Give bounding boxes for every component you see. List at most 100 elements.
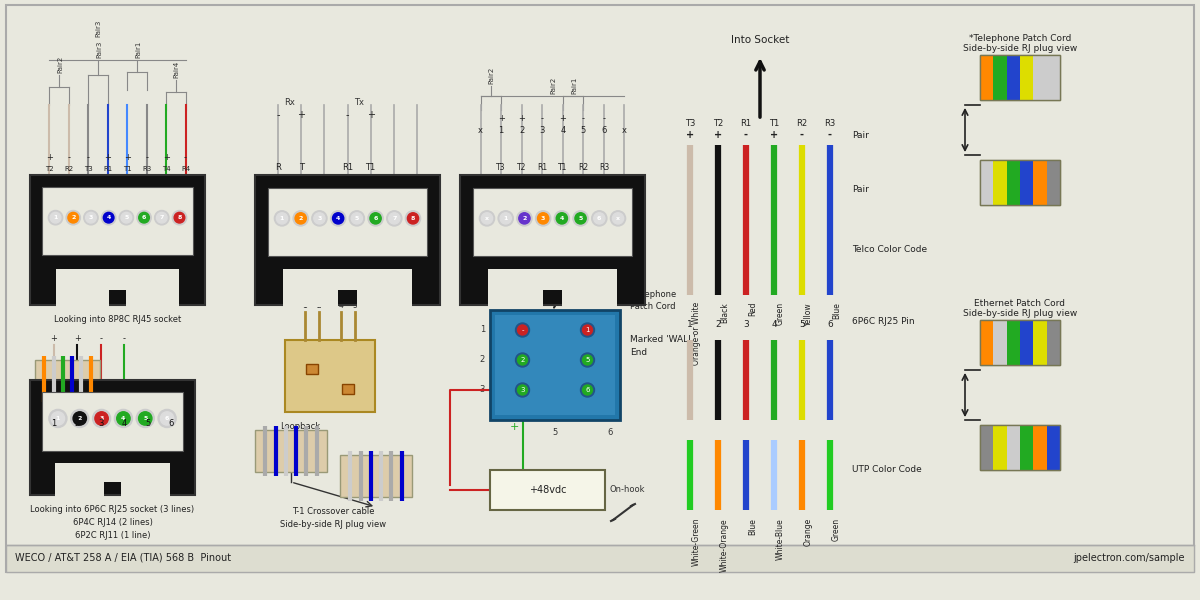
Text: 3: 3 <box>100 416 103 421</box>
Circle shape <box>276 213 288 224</box>
Text: -: - <box>602 114 605 123</box>
Circle shape <box>516 383 529 397</box>
Bar <box>490 310 620 420</box>
Text: 2: 2 <box>78 416 82 421</box>
Text: T-1: T-1 <box>271 262 283 271</box>
Circle shape <box>368 211 383 226</box>
Text: -: - <box>800 130 804 140</box>
Text: End: End <box>630 348 647 357</box>
Bar <box>980 425 1060 470</box>
Text: T1: T1 <box>366 163 376 172</box>
Text: 1: 1 <box>504 216 508 221</box>
Circle shape <box>295 213 306 224</box>
Text: Marked 'WALL': Marked 'WALL' <box>630 335 696 344</box>
Text: Orange or White: Orange or White <box>692 302 701 365</box>
Bar <box>35 360 100 398</box>
Text: R2: R2 <box>65 166 73 172</box>
Text: 4: 4 <box>121 416 126 421</box>
Text: 5: 5 <box>799 320 805 329</box>
Text: Pair2: Pair2 <box>58 56 64 73</box>
Text: 5: 5 <box>586 357 589 363</box>
Text: -: - <box>521 327 523 333</box>
Circle shape <box>95 412 108 425</box>
Text: 4: 4 <box>772 320 776 329</box>
Text: Black: Black <box>720 302 730 323</box>
Circle shape <box>518 213 530 224</box>
Bar <box>121 463 170 497</box>
Text: tester: tester <box>280 434 305 443</box>
Bar <box>980 160 1060 205</box>
Circle shape <box>102 211 116 225</box>
Text: 1: 1 <box>53 215 58 220</box>
Bar <box>994 320 1007 365</box>
Circle shape <box>582 385 593 395</box>
Text: T4: T4 <box>162 166 170 172</box>
Text: +: + <box>498 114 504 123</box>
Text: Pair1: Pair1 <box>134 41 140 58</box>
Circle shape <box>594 213 605 224</box>
Text: 4: 4 <box>560 126 565 135</box>
Text: 1: 1 <box>55 416 60 421</box>
Bar <box>1020 55 1033 100</box>
Text: 4: 4 <box>121 419 127 428</box>
Bar <box>994 55 1007 100</box>
Circle shape <box>158 409 176 427</box>
Circle shape <box>174 212 185 223</box>
Text: 6P6C RJ25 Pin: 6P6C RJ25 Pin <box>852 317 914 326</box>
Text: x: x <box>485 216 488 221</box>
Circle shape <box>611 211 625 226</box>
Circle shape <box>592 211 607 226</box>
Bar <box>980 320 1060 365</box>
Text: *Telephone: *Telephone <box>630 290 677 299</box>
Circle shape <box>50 212 61 223</box>
Bar <box>1033 425 1046 470</box>
Bar <box>496 315 616 415</box>
Text: 2: 2 <box>522 216 527 221</box>
Text: 1: 1 <box>480 325 485 335</box>
Text: Looking into 6P6C RJ25 socket (3 lines): Looking into 6P6C RJ25 socket (3 lines) <box>30 505 194 514</box>
Text: Ethernet Patch Cord: Ethernet Patch Cord <box>974 299 1066 308</box>
Circle shape <box>370 213 382 224</box>
Circle shape <box>572 211 588 226</box>
Text: Pair1: Pair1 <box>571 77 577 94</box>
Text: +: + <box>770 130 778 140</box>
Bar <box>6 545 1194 572</box>
Text: 3: 3 <box>98 419 103 428</box>
Circle shape <box>139 212 149 223</box>
Text: T1: T1 <box>558 163 568 172</box>
Circle shape <box>49 409 67 427</box>
Text: -: - <box>145 153 148 162</box>
Bar <box>1020 320 1033 365</box>
Circle shape <box>582 355 593 365</box>
Bar <box>1007 425 1020 470</box>
Text: Phone: Phone <box>476 262 503 271</box>
Text: 2: 2 <box>74 419 79 428</box>
Text: 8: 8 <box>178 215 181 220</box>
Text: -: - <box>67 153 71 162</box>
Circle shape <box>575 213 586 224</box>
Bar <box>1033 320 1046 365</box>
Circle shape <box>352 213 362 224</box>
Circle shape <box>516 353 529 367</box>
Text: +: + <box>46 153 53 162</box>
Text: 2: 2 <box>520 126 524 135</box>
Bar <box>980 320 1060 365</box>
Circle shape <box>275 211 289 226</box>
Circle shape <box>517 211 532 226</box>
Circle shape <box>155 211 169 225</box>
Text: jpelectron.com/sample: jpelectron.com/sample <box>1074 553 1186 563</box>
Text: R4: R4 <box>181 166 190 172</box>
Text: x: x <box>478 126 484 135</box>
Text: Green: Green <box>776 302 785 325</box>
Text: Tx: Tx <box>354 98 364 107</box>
Bar <box>256 430 326 472</box>
Text: 6: 6 <box>607 428 613 437</box>
Bar <box>342 384 354 394</box>
Text: Patch Cord: Patch Cord <box>630 302 676 311</box>
Circle shape <box>389 213 400 224</box>
Bar <box>562 269 617 307</box>
Text: 3: 3 <box>480 385 485 395</box>
Bar <box>92 463 132 482</box>
Text: 1: 1 <box>50 419 56 428</box>
Text: T-1 Crossover cable: T-1 Crossover cable <box>293 507 374 516</box>
